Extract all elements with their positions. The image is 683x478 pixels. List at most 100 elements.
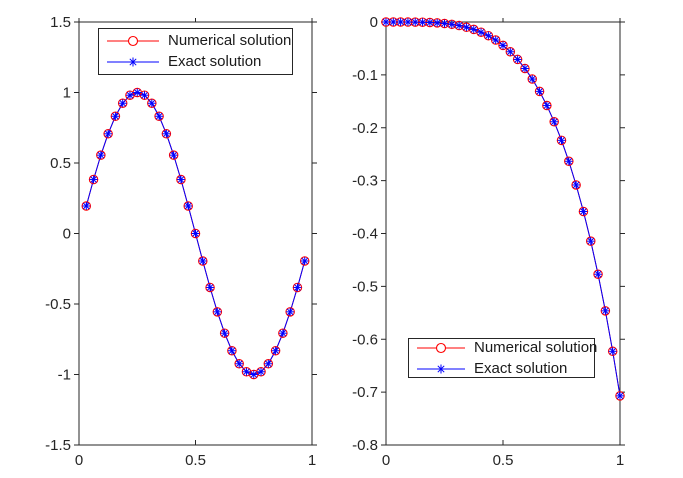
circle-marker	[585, 236, 596, 246]
circle-marker	[527, 74, 537, 84]
circle-marker	[439, 18, 450, 29]
asterisk-marker	[580, 208, 587, 215]
legend-line-circle-glyph	[107, 35, 159, 47]
y-tick-label: 0.5	[50, 155, 71, 172]
y-tick-label: -0.1	[352, 67, 378, 84]
legend-label-numerical: Numerical solution	[168, 32, 292, 49]
asterisk-marker	[485, 32, 492, 39]
legend-entry-numerical-solution: Numerical solution	[416, 338, 598, 356]
asterisk-marker	[301, 257, 308, 265]
circle-marker	[498, 40, 508, 51]
circle-marker	[454, 20, 464, 31]
asterisk-marker	[463, 23, 470, 31]
y-tick-label: -1.5	[45, 437, 71, 454]
circle-marker	[205, 282, 215, 293]
legend-line-asterisk-glyph	[417, 364, 465, 373]
circle-marker	[263, 359, 274, 369]
x-tick-label: 0.5	[493, 452, 514, 469]
asterisk-marker	[112, 113, 119, 120]
asterisk-marker	[528, 75, 536, 83]
asterisk-marker	[170, 151, 177, 159]
y-tick-label: -0.5	[45, 296, 71, 313]
asterisk-marker	[536, 88, 543, 95]
circle-marker	[168, 150, 179, 160]
legend-line-asterisk-glyph	[107, 57, 159, 67]
circle-marker	[212, 307, 223, 317]
circle-marker	[607, 346, 618, 357]
asterisk-marker	[129, 58, 137, 66]
y-tick-label: -0.2	[352, 120, 378, 137]
circle-marker	[103, 129, 113, 139]
circle-marker	[542, 100, 552, 111]
circle-marker	[117, 98, 128, 108]
y-tick-label: -0.6	[352, 331, 378, 348]
y-tick-label: 1	[63, 85, 71, 102]
circle-marker	[161, 129, 172, 139]
asterisk-marker	[572, 181, 580, 189]
asterisk-marker	[448, 21, 456, 28]
circle-marker	[461, 22, 472, 32]
asterisk-marker	[221, 329, 228, 337]
legend-label-exact: Exact solution	[168, 53, 262, 70]
asterisk-marker	[97, 151, 105, 159]
circle-marker	[564, 156, 574, 167]
circle-marker	[593, 269, 603, 279]
x-tick-label: 1	[308, 452, 316, 469]
asterisk-marker	[492, 36, 499, 44]
legend-circle-marker	[127, 35, 139, 47]
circle-marker	[278, 328, 288, 338]
circle-marker	[219, 328, 230, 338]
asterisk-marker	[119, 99, 126, 107]
asterisk-marker	[441, 20, 448, 27]
asterisk-marker	[609, 348, 616, 355]
legend-entry-numerical-solution: Numerical solution	[106, 33, 292, 49]
asterisk-marker	[192, 230, 199, 237]
asterisk-marker	[397, 18, 404, 26]
asterisk-marker	[543, 102, 551, 109]
circle-marker	[154, 111, 164, 122]
circle-marker	[556, 135, 567, 146]
y-tick-label: -0.7	[352, 384, 378, 401]
asterisk-marker	[594, 270, 602, 278]
circle-marker	[505, 47, 516, 57]
circle-marker	[615, 391, 625, 401]
circle-marker	[292, 282, 303, 293]
circle-marker	[88, 174, 99, 185]
legend-entry-exact-solution: Exact solution	[416, 359, 594, 377]
asterisk-marker	[243, 368, 250, 376]
asterisk-marker	[565, 158, 573, 165]
asterisk-marker	[133, 89, 141, 96]
circle-marker	[234, 359, 244, 369]
asterisk-marker	[550, 118, 558, 126]
asterisk-marker	[382, 18, 390, 26]
asterisk-marker	[265, 360, 272, 368]
asterisk-marker	[602, 307, 609, 315]
asterisk-marker	[419, 18, 426, 26]
circle-marker	[571, 180, 581, 190]
legend-label-numerical: Numerical solution	[474, 338, 598, 356]
legend-entry-exact-solution: Exact solution	[106, 54, 292, 70]
x-tick-label: 0	[75, 452, 83, 469]
legend-circle-marker	[435, 342, 447, 353]
asterisk-marker	[390, 18, 397, 26]
x-tick-label: 0.5	[185, 452, 206, 469]
circle-marker	[285, 307, 295, 317]
x-tick-label: 0	[382, 452, 390, 469]
asterisk-marker	[104, 130, 112, 138]
y-tick-label: 1.5	[50, 14, 71, 31]
legend-label-exact: Exact solution	[474, 359, 568, 377]
asterisk-marker	[286, 308, 294, 316]
y-tick-label: -0.3	[352, 173, 378, 190]
asterisk-marker	[228, 347, 236, 354]
asterisk-marker	[90, 176, 97, 183]
asterisk-marker	[507, 48, 514, 56]
circle-marker	[483, 30, 494, 41]
asterisk-marker	[206, 284, 214, 291]
circle-marker	[176, 174, 186, 185]
asterisk-marker	[477, 28, 485, 36]
asterisk-marker	[411, 18, 419, 26]
circle-marker	[110, 111, 121, 122]
asterisk-marker	[126, 91, 134, 99]
